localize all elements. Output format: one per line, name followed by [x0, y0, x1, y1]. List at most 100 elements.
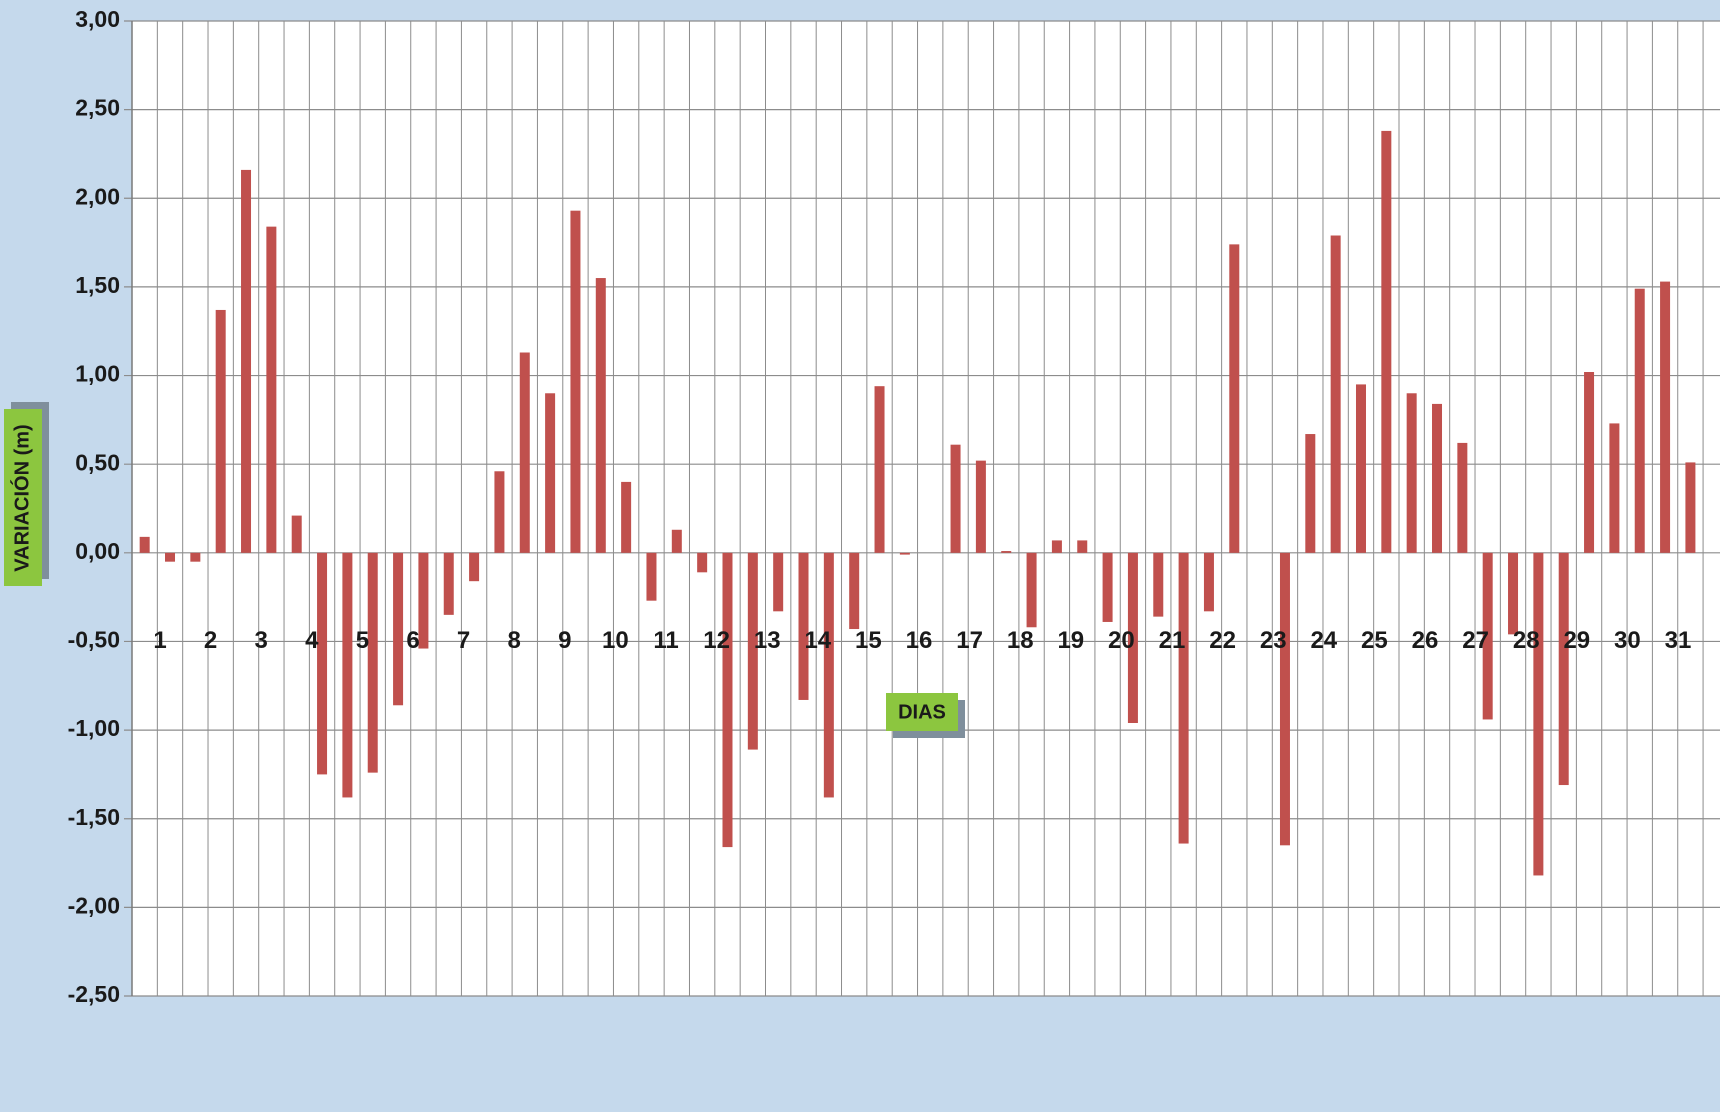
- bar: [747, 552, 758, 750]
- day-label: 1: [153, 627, 166, 654]
- bar: [595, 278, 606, 553]
- day-label: 13: [754, 627, 781, 654]
- bar: [1355, 384, 1366, 553]
- bar: [291, 515, 302, 553]
- day-label: 6: [406, 627, 419, 654]
- day-label: 5: [356, 627, 369, 654]
- bar: [1609, 423, 1620, 553]
- bar: [1685, 462, 1696, 553]
- day-label: 24: [1310, 627, 1337, 654]
- day-label: 22: [1209, 627, 1236, 654]
- bar: [722, 552, 733, 848]
- day-label: 19: [1057, 627, 1084, 654]
- bar: [1051, 540, 1062, 553]
- bar: [342, 552, 353, 798]
- bar: [1127, 552, 1138, 723]
- bar: [1102, 552, 1113, 622]
- day-label: 11: [653, 627, 678, 654]
- bar: [139, 536, 150, 553]
- y-axis-title: VARIACIÓN (m): [9, 424, 33, 571]
- bar: [975, 460, 986, 553]
- bar: [1001, 551, 1012, 553]
- day-label: 4: [305, 627, 319, 654]
- bar: [874, 386, 885, 553]
- day-label: 21: [1159, 627, 1186, 654]
- bar: [418, 552, 429, 649]
- day-label: 18: [1007, 627, 1034, 654]
- bar: [1203, 552, 1214, 612]
- bar: [367, 552, 378, 773]
- bar: [1457, 442, 1468, 553]
- bar: [1330, 235, 1341, 553]
- day-labels: 1 2 3 4 5 6 7 8 9 10 11 12 13 14 15 16 17 18 19 20 21 22 23 24 2…: [153, 627, 1691, 654]
- bar: [1558, 552, 1569, 786]
- bar: [165, 552, 176, 562]
- bar: [241, 169, 252, 553]
- day-label: 10: [602, 627, 629, 654]
- day-label: 16: [906, 627, 933, 654]
- y-tick-labels: 3,00 2,50 2,00 1,50 1,00 0,50 0,00 -0,50 -1,00 -1…: [68, 6, 120, 1007]
- day-label: 31: [1665, 627, 1692, 654]
- day-label: 8: [508, 627, 521, 654]
- bar: [621, 481, 632, 553]
- bar: [545, 393, 556, 553]
- bar: [1584, 372, 1595, 553]
- day-label: 30: [1614, 627, 1641, 654]
- bar: [798, 552, 809, 700]
- bar: [823, 552, 834, 798]
- day-label: 25: [1361, 627, 1388, 654]
- y-tick-label: -0,50: [68, 627, 120, 653]
- bars: [139, 130, 1696, 876]
- bar: [849, 552, 860, 630]
- horizontal-gridlines: [124, 20, 1720, 997]
- bar: [266, 226, 277, 553]
- day-label: 29: [1563, 627, 1590, 654]
- plot-area: [132, 21, 1720, 996]
- bar: [1077, 540, 1088, 553]
- day-label: 7: [457, 627, 470, 654]
- y-tick-label: 2,00: [75, 183, 120, 209]
- day-label: 3: [255, 627, 268, 654]
- y-tick-label: -2,50: [68, 981, 120, 1007]
- bar: [1482, 552, 1493, 720]
- bar: [519, 352, 530, 553]
- bar: [1634, 288, 1645, 553]
- y-tick-label: 1,50: [75, 272, 120, 298]
- bar: [1153, 552, 1164, 617]
- bar: [1026, 552, 1037, 628]
- day-label: 15: [855, 627, 882, 654]
- bar: [646, 552, 657, 601]
- day-label: 28: [1513, 627, 1540, 654]
- bar: [1508, 552, 1519, 635]
- x-axis-title: DIAS: [898, 701, 946, 723]
- y-tick-label: -1,50: [68, 804, 120, 830]
- vertical-gridlines: [131, 21, 1704, 996]
- day-label: 2: [204, 627, 217, 654]
- day-label: 20: [1108, 627, 1135, 654]
- y-tick-label: 1,00: [75, 361, 120, 387]
- bar: [190, 552, 201, 562]
- bar: [899, 552, 910, 555]
- bar: [1660, 281, 1671, 553]
- bar: [773, 552, 784, 612]
- y-tick-label: 0,00: [75, 538, 120, 564]
- bar: [1229, 244, 1240, 553]
- bar: [697, 552, 708, 573]
- y-tick-label: -2,00: [68, 892, 120, 918]
- y-tick-label: -1,00: [68, 715, 120, 741]
- bar: [1305, 434, 1316, 553]
- day-label: 17: [956, 627, 983, 654]
- day-label: 23: [1260, 627, 1287, 654]
- bar: [1279, 552, 1290, 846]
- y-axis-label: VARIACIÓN (m): [4, 402, 49, 586]
- y-tick-label: 0,50: [75, 449, 120, 475]
- day-label: 14: [804, 627, 831, 654]
- bar: [1432, 403, 1443, 553]
- day-label: 26: [1412, 627, 1439, 654]
- bar: [671, 529, 682, 553]
- bar: [1178, 552, 1189, 844]
- day-label: 12: [703, 627, 730, 654]
- bar: [950, 444, 961, 553]
- bar: [1533, 552, 1544, 876]
